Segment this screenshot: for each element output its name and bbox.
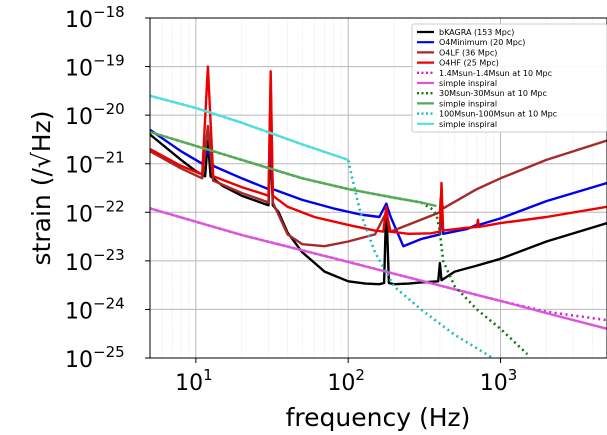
y-tick-base: 10 (65, 348, 93, 373)
y-tick-exponent: −23 (93, 246, 125, 264)
legend-label: 100Msun-100Msun at 10 Mpc (439, 110, 557, 119)
y-tick-exponent: −21 (93, 149, 125, 167)
series-line-0 (150, 133, 607, 286)
y-tick-exponent: −24 (93, 294, 125, 312)
legend-label: 1.4Msun-1.4Msun at 10 Mpc (439, 69, 552, 78)
legend-label: O4LF (36 Mpc) (439, 48, 497, 57)
legend-label: O4Minimum (20 Mpc) (439, 38, 525, 47)
y-tick-label: 10−22 (65, 197, 125, 227)
series-line-9 (150, 94, 349, 162)
legend-box (411, 23, 607, 133)
y-tick-base: 10 (65, 8, 93, 33)
series-line-6 (150, 130, 529, 356)
x-tick-label: 102 (327, 366, 365, 396)
y-tick-base: 10 (65, 105, 93, 130)
y-tick-label: 10−18 (65, 3, 125, 33)
y-tick-label: 10−20 (65, 100, 125, 130)
series-line-3 (150, 65, 607, 235)
series-group (150, 65, 607, 358)
plot-frame (149, 17, 607, 359)
series-line-7 (150, 130, 437, 208)
series-line-8 (150, 94, 496, 358)
x-tick-exponent: 2 (355, 366, 365, 384)
y-tick-base: 10 (65, 251, 93, 276)
x-axis-ticks: 101 102 103 (175, 358, 517, 396)
y-tick-exponent: −25 (93, 343, 125, 361)
y-axis-label: strain (/√Hz) (27, 111, 56, 266)
y-tick-label: 10−25 (65, 343, 125, 373)
x-tick-label: 101 (175, 366, 213, 396)
y-tick-label: 10−19 (65, 52, 125, 82)
legend: bKAGRA (153 Mpc)O4Minimum (20 Mpc)O4LF (… (411, 23, 607, 133)
y-tick-exponent: −20 (93, 100, 125, 118)
legend-label: simple inspiral (439, 79, 497, 88)
y-tick-exponent: −22 (93, 197, 125, 215)
y-tick-base: 10 (65, 202, 93, 227)
legend-label: O4HF (25 Mpc) (439, 59, 499, 68)
y-tick-base: 10 (65, 154, 93, 179)
legend-label: bKAGRA (153 Mpc) (439, 28, 514, 37)
y-tick-label: 10−23 (65, 246, 125, 276)
x-tick-base: 10 (175, 371, 203, 396)
x-tick-base: 10 (480, 371, 508, 396)
x-tick-exponent: 1 (203, 366, 213, 384)
y-tick-exponent: −19 (93, 52, 125, 70)
y-tick-label: 10−21 (65, 149, 125, 179)
legend-label: 30Msun-30Msun at 10 Mpc (439, 89, 547, 98)
y-tick-base: 10 (65, 299, 93, 324)
y-tick-base: 10 (65, 57, 93, 82)
x-axis-label: frequency (Hz) (286, 403, 471, 432)
y-tick-label: 10−24 (65, 294, 125, 324)
legend-label: simple inspiral (439, 99, 497, 108)
series-line-5 (150, 207, 607, 330)
x-tick-exponent: 3 (508, 366, 518, 384)
y-tick-exponent: −18 (93, 3, 125, 21)
x-tick-label: 103 (480, 366, 518, 396)
x-tick-base: 10 (327, 371, 355, 396)
legend-label: simple inspiral (439, 120, 497, 129)
